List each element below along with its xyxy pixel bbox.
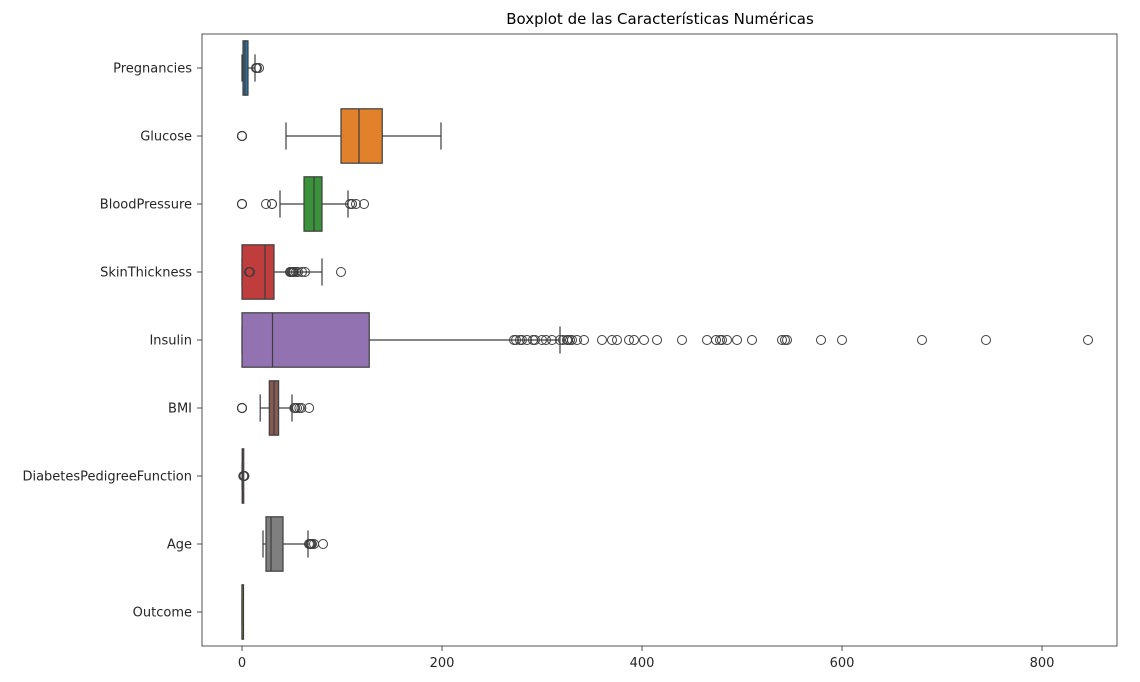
outlier-point: [624, 335, 634, 345]
box-bloodpressure: [237, 176, 369, 232]
outlier-point: [612, 335, 622, 345]
y-tick-label: Pregnancies: [113, 62, 192, 77]
outlier-point: [318, 539, 328, 549]
y-tick-label: DiabetesPedigreeFunction: [22, 470, 192, 485]
outlier-point: [572, 335, 582, 345]
y-tick-label: Outcome: [133, 606, 192, 621]
outlier-point: [547, 335, 557, 345]
outlier-point: [530, 335, 540, 345]
y-tick-label: BMI: [168, 402, 192, 417]
outlier-point: [296, 403, 307, 413]
outlier-point: [677, 335, 687, 345]
outlier-point: [629, 335, 639, 345]
outlier-point: [359, 199, 369, 209]
outlier-point: [579, 335, 589, 345]
outlier-point: [639, 335, 649, 345]
outlier-point: [652, 335, 662, 345]
outlier-point: [777, 335, 787, 345]
outlier-point: [607, 335, 617, 345]
outlier-point: [351, 199, 361, 209]
outlier-point: [292, 403, 302, 413]
box-iqr: [265, 516, 284, 572]
box-iqr: [340, 108, 383, 164]
outlier-point: [517, 335, 527, 345]
outlier-point: [1083, 335, 1093, 345]
box-outcome: [241, 584, 245, 640]
box-age: [262, 516, 328, 572]
outlier-point: [717, 335, 727, 345]
outlier-point: [747, 335, 757, 345]
outlier-point: [336, 267, 346, 277]
outlier-point: [722, 335, 732, 345]
outlier-point: [304, 403, 315, 413]
box-iqr: [241, 244, 275, 300]
outlier-point: [297, 267, 307, 277]
outlier-point: [239, 471, 250, 481]
outlier-point: [917, 335, 927, 345]
box-glucose: [237, 108, 442, 164]
outlier-point: [245, 267, 255, 277]
outlier-point: [254, 63, 264, 73]
x-tick-label: 0: [238, 656, 246, 671]
outlier-point: [537, 335, 547, 345]
outlier-point: [567, 335, 577, 345]
box-insulin: [241, 312, 1093, 368]
outlier-point: [237, 199, 247, 209]
y-tick-label: Age: [167, 538, 192, 553]
plot-area: [237, 40, 1093, 640]
y-tick-label: BloodPressure: [100, 198, 192, 213]
outlier-point: [711, 335, 721, 345]
x-tick-label: 400: [630, 656, 655, 671]
outlier-point: [237, 403, 247, 413]
outlier-point: [702, 335, 712, 345]
outlier-point: [261, 199, 271, 209]
box-diabetespedigreefunction: [238, 448, 250, 504]
outlier-point: [732, 335, 742, 345]
outlier-point: [522, 335, 532, 345]
x-tick-label: 600: [830, 656, 855, 671]
x-tick-label: 200: [430, 656, 455, 671]
box-bmi: [237, 380, 315, 436]
outlier-point: [293, 267, 303, 277]
box-skinthickness: [241, 244, 346, 300]
x-tick-label: 800: [1030, 656, 1055, 671]
outlier-point: [782, 335, 792, 345]
y-tick-label: SkinThickness: [100, 266, 192, 281]
outlier-point: [597, 335, 607, 345]
outlier-point: [267, 199, 277, 209]
y-tick-label: Insulin: [149, 334, 192, 349]
box-iqr: [241, 312, 370, 368]
outlier-point: [541, 335, 551, 345]
outlier-point: [555, 335, 565, 345]
outlier-point: [837, 335, 847, 345]
outlier-point: [981, 335, 991, 345]
chart-title: Boxplot de las Características Numéricas: [506, 10, 814, 28]
outlier-point: [816, 335, 826, 345]
box-iqr: [303, 176, 323, 232]
outlier-point: [511, 335, 521, 345]
outlier-point: [237, 131, 247, 141]
box-pregnancies: [241, 40, 264, 96]
outlier-point: [300, 267, 310, 277]
outlier-point: [347, 199, 357, 209]
y-tick-label: Glucose: [140, 130, 192, 145]
